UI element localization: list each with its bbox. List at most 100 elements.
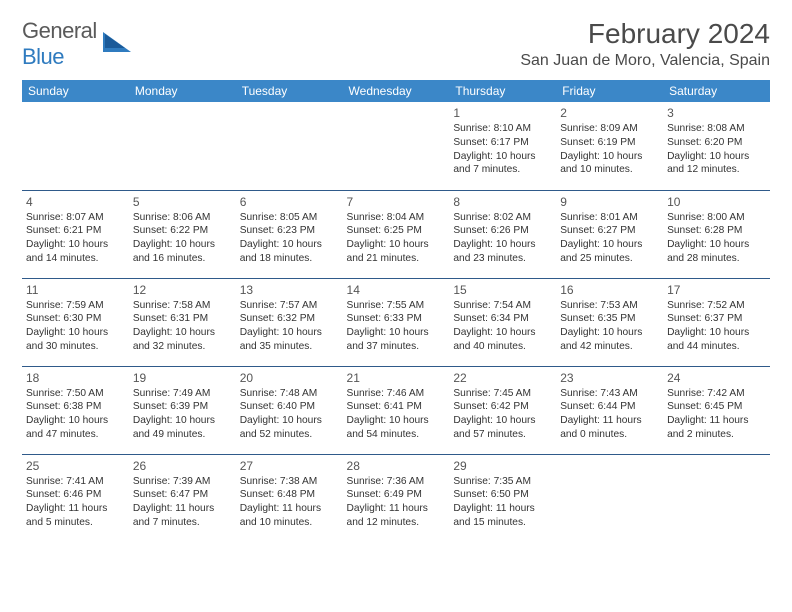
day-number: 20 [240, 370, 339, 386]
daylight-line: Daylight: 10 hours and 35 minutes. [240, 326, 339, 354]
day-number: 27 [240, 458, 339, 474]
sunrise-line: Sunrise: 8:07 AM [26, 211, 125, 225]
daylight-line: Daylight: 10 hours and 30 minutes. [26, 326, 125, 354]
day-number: 1 [453, 105, 552, 121]
weekday-header: Friday [556, 80, 663, 102]
calendar-cell: 23Sunrise: 7:43 AMSunset: 6:44 PMDayligh… [556, 366, 663, 454]
day-number: 18 [26, 370, 125, 386]
sunset-line: Sunset: 6:28 PM [667, 224, 766, 238]
daylight-line: Daylight: 10 hours and 47 minutes. [26, 414, 125, 442]
sunset-line: Sunset: 6:50 PM [453, 488, 552, 502]
day-number: 19 [133, 370, 232, 386]
daylight-line: Daylight: 10 hours and 54 minutes. [347, 414, 446, 442]
day-number: 8 [453, 194, 552, 210]
logo-triangle-icon [103, 32, 137, 56]
calendar-cell: 2Sunrise: 8:09 AMSunset: 6:19 PMDaylight… [556, 102, 663, 190]
sunset-line: Sunset: 6:35 PM [560, 312, 659, 326]
day-number: 10 [667, 194, 766, 210]
calendar-row: 1Sunrise: 8:10 AMSunset: 6:17 PMDaylight… [22, 102, 770, 190]
daylight-line: Daylight: 10 hours and 14 minutes. [26, 238, 125, 266]
daylight-line: Daylight: 10 hours and 44 minutes. [667, 326, 766, 354]
sunrise-line: Sunrise: 7:54 AM [453, 299, 552, 313]
sunset-line: Sunset: 6:41 PM [347, 400, 446, 414]
title-block: February 2024 San Juan de Moro, Valencia… [520, 18, 770, 70]
day-number: 4 [26, 194, 125, 210]
calendar-cell: 6Sunrise: 8:05 AMSunset: 6:23 PMDaylight… [236, 190, 343, 278]
daylight-line: Daylight: 10 hours and 52 minutes. [240, 414, 339, 442]
sunrise-line: Sunrise: 7:46 AM [347, 387, 446, 401]
sunset-line: Sunset: 6:45 PM [667, 400, 766, 414]
sunset-line: Sunset: 6:22 PM [133, 224, 232, 238]
sunrise-line: Sunrise: 7:36 AM [347, 475, 446, 489]
sunrise-line: Sunrise: 8:10 AM [453, 122, 552, 136]
sunrise-line: Sunrise: 7:45 AM [453, 387, 552, 401]
day-number: 15 [453, 282, 552, 298]
day-number: 26 [133, 458, 232, 474]
calendar-cell: 5Sunrise: 8:06 AMSunset: 6:22 PMDaylight… [129, 190, 236, 278]
calendar-row: 25Sunrise: 7:41 AMSunset: 6:46 PMDayligh… [22, 454, 770, 542]
calendar-cell: 16Sunrise: 7:53 AMSunset: 6:35 PMDayligh… [556, 278, 663, 366]
daylight-line: Daylight: 10 hours and 7 minutes. [453, 150, 552, 178]
day-number: 11 [26, 282, 125, 298]
calendar-cell: 14Sunrise: 7:55 AMSunset: 6:33 PMDayligh… [343, 278, 450, 366]
daylight-line: Daylight: 11 hours and 0 minutes. [560, 414, 659, 442]
month-title: February 2024 [520, 18, 770, 50]
sunrise-line: Sunrise: 7:59 AM [26, 299, 125, 313]
weekday-header: Monday [129, 80, 236, 102]
daylight-line: Daylight: 10 hours and 18 minutes. [240, 238, 339, 266]
daylight-line: Daylight: 11 hours and 10 minutes. [240, 502, 339, 530]
calendar-cell: 9Sunrise: 8:01 AMSunset: 6:27 PMDaylight… [556, 190, 663, 278]
sunset-line: Sunset: 6:31 PM [133, 312, 232, 326]
sunrise-line: Sunrise: 8:01 AM [560, 211, 659, 225]
sunrise-line: Sunrise: 7:41 AM [26, 475, 125, 489]
calendar-row: 18Sunrise: 7:50 AMSunset: 6:38 PMDayligh… [22, 366, 770, 454]
calendar-cell [22, 102, 129, 190]
calendar-table: SundayMondayTuesdayWednesdayThursdayFrid… [22, 80, 770, 542]
calendar-cell: 1Sunrise: 8:10 AMSunset: 6:17 PMDaylight… [449, 102, 556, 190]
day-number: 23 [560, 370, 659, 386]
logo-text-blue: Blue [22, 44, 64, 69]
day-number: 24 [667, 370, 766, 386]
daylight-line: Daylight: 10 hours and 57 minutes. [453, 414, 552, 442]
calendar-cell [556, 454, 663, 542]
daylight-line: Daylight: 10 hours and 42 minutes. [560, 326, 659, 354]
sunset-line: Sunset: 6:27 PM [560, 224, 659, 238]
sunset-line: Sunset: 6:20 PM [667, 136, 766, 150]
logo: General Blue [22, 18, 137, 70]
sunset-line: Sunset: 6:47 PM [133, 488, 232, 502]
calendar-cell: 21Sunrise: 7:46 AMSunset: 6:41 PMDayligh… [343, 366, 450, 454]
calendar-cell: 22Sunrise: 7:45 AMSunset: 6:42 PMDayligh… [449, 366, 556, 454]
sunset-line: Sunset: 6:48 PM [240, 488, 339, 502]
daylight-line: Daylight: 11 hours and 5 minutes. [26, 502, 125, 530]
sunrise-line: Sunrise: 7:38 AM [240, 475, 339, 489]
sunrise-line: Sunrise: 7:39 AM [133, 475, 232, 489]
daylight-line: Daylight: 10 hours and 12 minutes. [667, 150, 766, 178]
calendar-cell: 18Sunrise: 7:50 AMSunset: 6:38 PMDayligh… [22, 366, 129, 454]
logo-text-general: General [22, 18, 97, 43]
sunset-line: Sunset: 6:39 PM [133, 400, 232, 414]
calendar-cell: 15Sunrise: 7:54 AMSunset: 6:34 PMDayligh… [449, 278, 556, 366]
sunset-line: Sunset: 6:23 PM [240, 224, 339, 238]
sunset-line: Sunset: 6:37 PM [667, 312, 766, 326]
day-number: 22 [453, 370, 552, 386]
daylight-line: Daylight: 10 hours and 32 minutes. [133, 326, 232, 354]
calendar-cell: 26Sunrise: 7:39 AMSunset: 6:47 PMDayligh… [129, 454, 236, 542]
sunset-line: Sunset: 6:32 PM [240, 312, 339, 326]
sunrise-line: Sunrise: 8:05 AM [240, 211, 339, 225]
sunset-line: Sunset: 6:44 PM [560, 400, 659, 414]
calendar-cell: 29Sunrise: 7:35 AMSunset: 6:50 PMDayligh… [449, 454, 556, 542]
daylight-line: Daylight: 10 hours and 25 minutes. [560, 238, 659, 266]
sunrise-line: Sunrise: 8:02 AM [453, 211, 552, 225]
sunset-line: Sunset: 6:38 PM [26, 400, 125, 414]
sunrise-line: Sunrise: 7:52 AM [667, 299, 766, 313]
calendar-cell: 4Sunrise: 8:07 AMSunset: 6:21 PMDaylight… [22, 190, 129, 278]
daylight-line: Daylight: 10 hours and 23 minutes. [453, 238, 552, 266]
day-number: 16 [560, 282, 659, 298]
calendar-row: 11Sunrise: 7:59 AMSunset: 6:30 PMDayligh… [22, 278, 770, 366]
sunrise-line: Sunrise: 7:58 AM [133, 299, 232, 313]
sunrise-line: Sunrise: 7:50 AM [26, 387, 125, 401]
sunrise-line: Sunrise: 7:49 AM [133, 387, 232, 401]
calendar-header-row: SundayMondayTuesdayWednesdayThursdayFrid… [22, 80, 770, 102]
sunset-line: Sunset: 6:34 PM [453, 312, 552, 326]
day-number: 12 [133, 282, 232, 298]
